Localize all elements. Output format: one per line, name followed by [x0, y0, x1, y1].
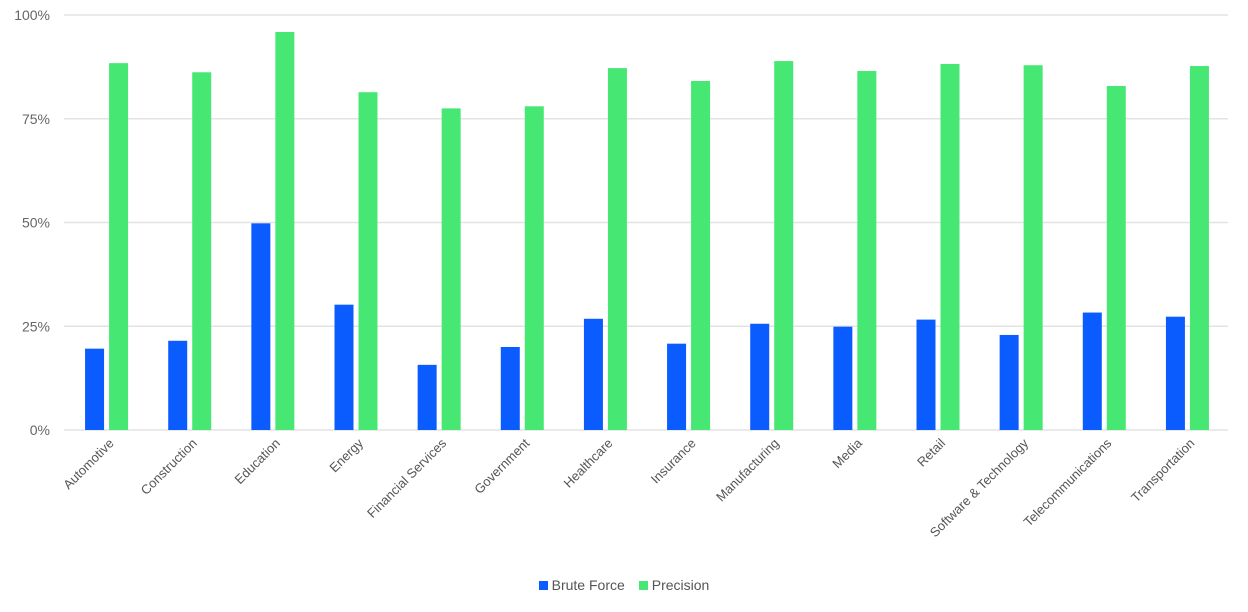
bar-brute-force	[667, 343, 687, 430]
bar-brute-force	[334, 304, 354, 430]
x-tick-label: Government	[471, 435, 532, 496]
bar-precision	[1189, 66, 1209, 431]
x-tick-label: Manufacturing	[713, 436, 782, 505]
legend-swatch-brute-force	[538, 580, 548, 590]
x-tick-label: Telecommunications	[1021, 435, 1115, 529]
x-tick-label: Construction	[138, 436, 200, 498]
x-tick-label: Energy	[326, 435, 366, 475]
x-tick-label: Insurance	[648, 436, 699, 487]
x-tick-label: Healthcare	[560, 436, 615, 491]
bar-brute-force	[417, 364, 437, 430]
bar-brute-force	[750, 323, 770, 430]
bar-brute-force	[833, 326, 853, 430]
bar-precision	[857, 71, 877, 431]
y-tick-label: 0%	[30, 422, 50, 438]
bar-brute-force	[168, 340, 188, 430]
legend-label: Brute Force	[551, 577, 625, 593]
y-tick-label: 25%	[22, 318, 50, 334]
bar-precision	[275, 32, 295, 430]
x-tick-label: Transportation	[1128, 436, 1198, 506]
x-tick-label: Retail	[914, 435, 948, 469]
bar-precision	[607, 68, 627, 431]
legend: Brute Force Precision	[0, 577, 1248, 593]
bar-brute-force	[500, 347, 520, 430]
y-tick-label: 50%	[22, 215, 50, 231]
bar-precision	[940, 63, 960, 430]
bar-brute-force	[583, 318, 603, 430]
bar-precision	[691, 80, 711, 431]
bar-brute-force	[999, 334, 1019, 430]
bar-precision	[358, 92, 378, 430]
y-tick-label: 75%	[22, 111, 50, 127]
bar-brute-force	[1082, 312, 1102, 430]
bar-precision	[192, 72, 212, 431]
x-tick-label: Financial Services	[364, 435, 450, 521]
bar-brute-force	[85, 348, 105, 430]
x-tick-label: Media	[829, 435, 865, 471]
x-tick-label: Education	[231, 436, 282, 487]
bar-precision	[774, 61, 794, 430]
bar-brute-force	[1165, 316, 1185, 430]
legend-item-brute-force[interactable]: Brute Force	[538, 577, 625, 593]
x-tick-label: Automotive	[60, 436, 117, 493]
bar-precision	[524, 106, 544, 431]
legend-swatch-precision	[638, 580, 648, 590]
y-tick-label: 100%	[14, 7, 50, 23]
legend-label: Precision	[651, 577, 710, 593]
bar-precision	[1106, 85, 1126, 430]
bar-precision	[109, 63, 129, 430]
legend-item-precision[interactable]: Precision	[638, 577, 710, 593]
bar-precision	[441, 108, 461, 430]
bar-precision	[1023, 65, 1043, 430]
bar-brute-force	[916, 319, 936, 430]
bar-brute-force	[251, 223, 271, 430]
